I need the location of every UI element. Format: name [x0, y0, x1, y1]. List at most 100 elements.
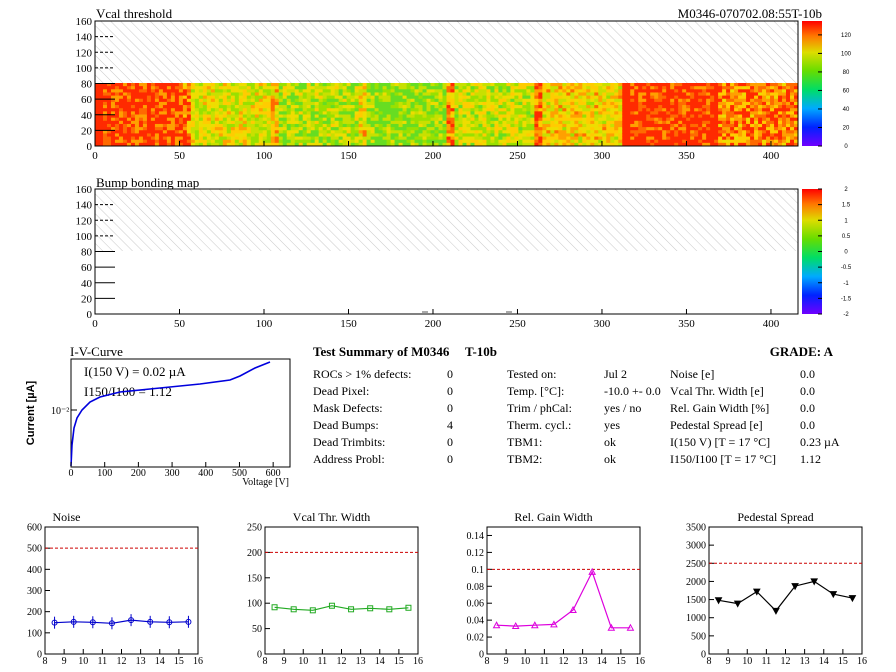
heat-cell: [166, 83, 172, 87]
heat-cell: [686, 114, 691, 119]
heat-cell: [490, 89, 495, 93]
heat-cell: [106, 111, 112, 115]
heat-cell: [602, 89, 607, 93]
heat-cell: [250, 111, 256, 115]
heat-cell: [722, 133, 727, 137]
heat-cell: [474, 142, 479, 147]
heat-cell: [730, 127, 735, 131]
heat-cell: [638, 120, 643, 125]
heat-cell: [462, 105, 467, 109]
heat-cell: [730, 105, 735, 109]
heat-cell: [302, 117, 308, 122]
heat-cell: [170, 130, 176, 134]
heat-cell: [362, 92, 368, 96]
heat-cell: [682, 117, 687, 122]
heat-cell: [550, 108, 555, 112]
heat-cell: [98, 139, 104, 144]
heat-cell: [610, 98, 615, 103]
heat-cell: [762, 114, 767, 119]
heat-cell: [634, 120, 639, 125]
heat-cell: [266, 98, 272, 103]
heat-cell: [782, 130, 787, 134]
heat-cell: [430, 98, 435, 103]
heat-cell: [586, 142, 591, 147]
heat-cell: [522, 98, 527, 103]
heat-cell: [558, 89, 563, 93]
heat-cell: [326, 101, 332, 106]
heat-cell: [158, 120, 164, 125]
heat-cell: [206, 130, 212, 134]
heat-cell: [266, 114, 272, 119]
heat-cell: [702, 120, 707, 125]
heat-cell: [194, 105, 200, 109]
heat-cell: [682, 120, 687, 125]
heat-cell: [318, 142, 324, 147]
heat-cell: [594, 86, 599, 90]
heat-cell: [606, 111, 611, 115]
heat-cell: [650, 98, 655, 103]
heat-cell: [674, 117, 679, 122]
heat-cell: [746, 133, 751, 137]
heat-cell: [670, 89, 675, 93]
heat-cell: [518, 139, 523, 144]
heat-cell: [658, 139, 663, 144]
trend-ytick-label: 0: [257, 650, 262, 661]
heat-cell: [438, 133, 443, 137]
heat-cell: [510, 89, 515, 93]
heat-cell: [386, 123, 391, 128]
heat-cell: [646, 136, 651, 141]
heat-cell: [238, 133, 244, 137]
heat-cell: [126, 133, 132, 137]
heat-cell: [198, 120, 204, 125]
heat-cell: [214, 95, 220, 100]
heat-cell: [770, 114, 775, 119]
heat-cell: [658, 101, 663, 106]
heat-cell: [342, 142, 348, 147]
heat-cell: [542, 83, 547, 87]
heat-cell: [350, 111, 356, 115]
heat-cell: [710, 139, 715, 144]
heat-cell: [646, 111, 651, 115]
trend-data-point: [588, 567, 597, 575]
heat-cell: [450, 111, 455, 115]
heat-cell: [510, 120, 515, 125]
heat-cell: [410, 98, 415, 103]
heat-cell: [310, 89, 316, 93]
heat-cell: [598, 127, 603, 131]
heat-cell: [686, 98, 691, 103]
summary-left-label: Mask Defects:: [313, 401, 383, 415]
heat-cell: [206, 108, 212, 112]
heat-cell: [750, 130, 755, 134]
heat-cell: [546, 86, 551, 90]
heat-cell: [334, 136, 340, 141]
heat-cell: [150, 86, 156, 90]
heat-cell: [606, 83, 611, 87]
heat-cell: [382, 123, 387, 128]
heat-cell: [338, 127, 344, 131]
heat-cell: [670, 127, 675, 131]
heat-cell: [178, 98, 184, 103]
heat-cell: [274, 89, 280, 93]
heat-cell: [210, 98, 216, 103]
heat-cell: [342, 92, 348, 96]
heat-cell: [606, 105, 611, 109]
heat-cell: [738, 133, 743, 137]
heat-cell: [306, 89, 312, 93]
heat-cell: [702, 114, 707, 119]
heat-cell: [258, 133, 264, 137]
heat-cell: [118, 130, 124, 134]
heat-cell: [194, 95, 200, 100]
heat-cell: [394, 95, 399, 100]
heat-cell: [334, 139, 340, 144]
heat-cell: [646, 114, 651, 119]
heat-cell: [370, 130, 375, 134]
heat-cell: [642, 92, 647, 96]
summary-right-label: Pedestal Spread [e]: [670, 418, 763, 432]
heat-cell: [226, 89, 232, 93]
heat-cell: [614, 105, 619, 109]
heat-cell: [558, 127, 563, 131]
heat-cell: [742, 95, 747, 100]
heat-cell: [566, 101, 571, 106]
heat-cell: [686, 108, 691, 112]
heat-cell: [306, 139, 312, 144]
